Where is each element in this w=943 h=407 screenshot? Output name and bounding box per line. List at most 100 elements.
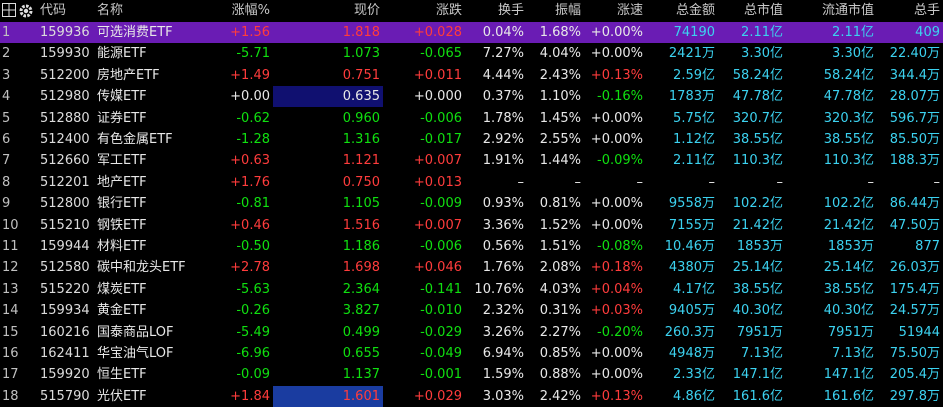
column-header-amount[interactable]: 总金额 [675, 3, 715, 18]
column-header-volume[interactable]: 总手 [913, 3, 940, 18]
table-row[interactable]: 6 512400 有色金属ETF -1.28 1.316 -0.017 2.92% 2.55%… [0, 129, 943, 150]
speed-cell: +0.04% [590, 281, 643, 297]
price-cell: 1.818 [342, 25, 380, 40]
speed-cell: +0.00% [590, 46, 643, 62]
amount-cell: 4.86亿 [673, 388, 715, 404]
index-cell: 15 [2, 324, 19, 340]
name-cell: 银行ETF [97, 196, 147, 212]
table-row[interactable]: 8 512201 地产ETF +1.76 0.750 +0.013 – – – – – – – [0, 172, 943, 193]
price-cell: 1.073 [342, 46, 380, 62]
column-header-market-cap[interactable]: 总市值 [743, 3, 783, 18]
price-cell: 1.105 [342, 196, 380, 212]
column-header-change[interactable]: 涨跌 [435, 3, 462, 18]
change-cell: +0.007 [413, 217, 462, 233]
turnover-cell: 0.93% [482, 196, 524, 212]
market-cap-cell: – [776, 174, 784, 190]
amount-cell: 5.75亿 [673, 110, 715, 126]
grid-icon[interactable] [2, 3, 16, 17]
change-cell: -0.029 [420, 324, 462, 340]
change-pct-cell: -6.96 [236, 346, 270, 361]
change-cell: -0.065 [420, 46, 462, 62]
code-cell: 159920 [40, 367, 90, 383]
speed-cell: +0.00% [590, 110, 643, 126]
amplitude-cell: 0.85% [539, 346, 581, 361]
column-header-code[interactable]: 代码 [40, 3, 67, 18]
market-cap-cell: 38.55亿 [732, 281, 783, 297]
amplitude-cell: 2.42% [539, 388, 581, 404]
table-row[interactable]: 9 512800 银行ETF -0.81 1.105 -0.009 0.93% 0.81% +0… [0, 193, 943, 214]
code-cell: 160216 [40, 324, 90, 340]
code-cell: 159934 [40, 303, 90, 319]
volume-cell: 344.4万 [889, 67, 940, 83]
turnover-cell: 1.59% [482, 367, 524, 383]
change-pct-cell: -5.63 [236, 281, 270, 297]
table-row[interactable]: 13 515220 煤炭ETF -5.63 2.364 -0.141 10.76% 4.03%… [0, 279, 943, 300]
column-header-price[interactable]: 现价 [353, 3, 380, 18]
column-header-amplitude[interactable]: 振幅 [554, 3, 581, 18]
index-cell: 10 [2, 217, 19, 233]
table-row[interactable]: 15 160216 国泰商品LOF -5.49 0.499 -0.029 3.26% 2.27… [0, 322, 943, 343]
amplitude-cell: 0.31% [539, 303, 581, 319]
market-cap-cell: 102.2亿 [732, 196, 783, 212]
table-row[interactable]: 4 512980 传媒ETF +0.00 0.635 +0.000 0.37% 1.10% -0… [0, 86, 943, 108]
market-cap-cell: 47.78亿 [732, 89, 783, 105]
code-cell: 515220 [40, 281, 90, 297]
change-pct-cell: -0.62 [236, 110, 270, 126]
float-cap-cell: 47.78亿 [823, 89, 874, 105]
change-cell: -0.006 [420, 239, 462, 254]
index-cell: 4 [2, 89, 11, 105]
code-cell: 512400 [40, 132, 90, 147]
turnover-cell: 1.78% [482, 110, 524, 126]
change-cell: -0.017 [420, 132, 462, 147]
table-row[interactable]: 3 512200 房地产ETF +1.49 0.751 +0.011 4.44% 2.43% +… [0, 65, 943, 86]
table-row[interactable]: 1 159936 可选消费ETF +1.56 1.818 +0.028 0.04% 1.68%… [0, 22, 943, 44]
change-cell: -0.010 [420, 303, 462, 319]
table-row[interactable]: 14 159934 黄金ETF -0.26 3.827 -0.010 2.32% 0.31% +… [0, 300, 943, 321]
table-row[interactable]: 18 515790 光伏ETF +1.84 1.601 +0.029 3.03% 2.42% +… [0, 385, 943, 407]
table-row[interactable]: 11 159944 材料ETF -0.50 1.186 -0.006 0.56% 1.51% -… [0, 236, 943, 257]
table-row[interactable]: 17 159920 恒生ETF -0.09 1.137 -0.001 1.59% 0.88% +… [0, 364, 943, 385]
code-cell: 512800 [40, 196, 90, 212]
speed-cell: -0.09% [597, 153, 643, 169]
price-cell: 0.499 [342, 324, 380, 340]
market-cap-cell: 161.6亿 [732, 388, 783, 404]
column-header-speed[interactable]: 涨速 [616, 3, 643, 18]
amplitude-cell: 0.81% [539, 196, 581, 212]
float-cap-cell: 110.3亿 [823, 153, 874, 169]
change-pct-cell: +0.46 [230, 217, 270, 233]
column-header-float-cap[interactable]: 流通市值 [821, 3, 874, 18]
change-pct-cell: -1.28 [236, 132, 270, 147]
table-row[interactable]: 5 512880 证券ETF -0.62 0.960 -0.006 1.78% 1.45% +0… [0, 108, 943, 129]
price-cell: 1.316 [342, 132, 380, 147]
volume-cell: 86.44万 [889, 196, 940, 212]
index-cell: 18 [2, 388, 19, 404]
change-cell: +0.028 [413, 25, 462, 40]
column-header-turnover[interactable]: 换手 [497, 3, 524, 18]
turnover-cell: 0.56% [482, 239, 524, 254]
turnover-cell: 3.26% [482, 324, 524, 340]
market-cap-cell: 38.55亿 [732, 132, 783, 147]
code-cell: 159930 [40, 46, 90, 62]
speed-cell: +0.00% [590, 132, 643, 147]
settings-icon[interactable] [18, 3, 34, 19]
speed-cell: +0.00% [590, 25, 643, 40]
name-cell: 煤炭ETF [97, 281, 147, 297]
name-cell: 材料ETF [97, 239, 147, 254]
table-row[interactable]: 16 162411 华宝油气LOF -6.96 0.655 -0.049 6.94% 0.85… [0, 343, 943, 364]
index-cell: 7 [2, 153, 11, 169]
amplitude-cell: 0.88% [539, 367, 581, 383]
change-cell: +0.000 [413, 89, 462, 105]
index-cell: 2 [2, 46, 11, 62]
index-cell: 11 [2, 239, 19, 254]
table-row[interactable]: 7 512660 军工ETF +0.63 1.121 +0.007 1.91% 1.44% -0… [0, 150, 943, 171]
column-header-name[interactable]: 名称 [97, 3, 124, 18]
table-row[interactable]: 2 159930 能源ETF -5.71 1.073 -0.065 7.27% 4.04% +0… [0, 43, 943, 64]
column-header-change-pct[interactable]: 涨幅% [231, 3, 270, 18]
table-row[interactable]: 10 515210 钢铁ETF +0.46 1.516 +0.007 3.36% 1.52% +… [0, 215, 943, 236]
table-row[interactable]: 12 512580 碳中和龙头ETF +2.78 1.698 +0.046 1.76% 2.0… [0, 257, 943, 278]
amount-cell: 2.33亿 [673, 367, 715, 383]
turnover-cell: 3.03% [482, 388, 524, 404]
index-cell: 17 [2, 367, 19, 383]
